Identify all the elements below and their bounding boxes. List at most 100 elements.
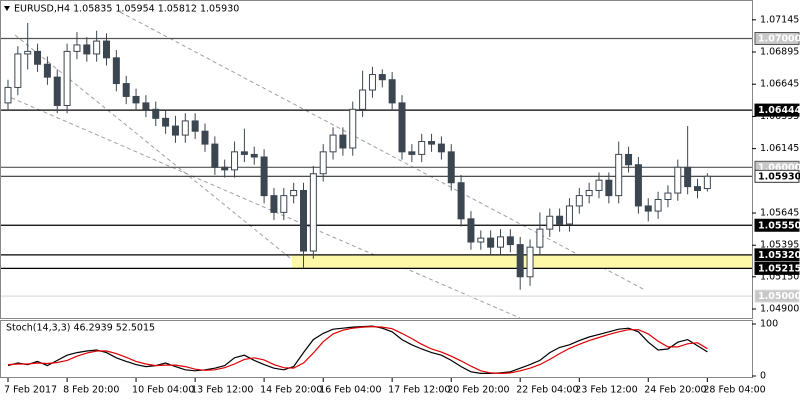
candle-body [546,215,554,230]
candle-body [339,134,347,149]
candle-body [162,117,170,127]
candle-body [24,50,32,55]
candle-body [575,195,583,207]
candle-body [625,153,633,166]
candle-body [270,195,278,213]
candle-body [536,228,544,248]
x-tick-label: 14 Feb 20:00 [260,385,322,396]
candle-body [300,189,307,252]
candle-body [585,189,593,197]
candle-body [428,141,436,145]
candle-body [477,237,485,243]
candle-body [418,141,426,155]
candle-body [467,218,475,243]
level-label-box [754,261,800,275]
candle-body [63,50,71,106]
candle-body [53,76,61,106]
channel-line [119,11,646,291]
trend-channel [4,11,646,319]
candle-body [290,189,298,197]
candle-body [447,151,455,184]
title-arrow [4,6,10,11]
price-panel [0,0,753,319]
y-tick-label: 0 [760,371,766,382]
candle-body [83,44,91,55]
candle-body [93,40,101,55]
x-tick-label: 20 Feb 20:00 [447,385,509,396]
candle-body [319,151,327,175]
candle-body [191,120,199,132]
chart-title: EURUSD,H4 1.05835 1.05954 1.05812 1.0593… [14,4,239,15]
x-tick-label: 7 Feb 2017 [4,385,57,396]
level-label: 1.06444 [758,105,800,116]
candle-body [526,246,534,278]
candle-body [240,151,248,155]
candle-body [152,108,160,119]
candle-body [605,179,613,197]
candle-body [112,57,120,85]
level-label-box [754,248,800,262]
candle-body [378,74,386,81]
candle-body [73,44,81,52]
candle-body [122,83,130,97]
y-tick-label: 1.06895 [760,47,799,58]
stoch-title: Stoch(14,3,3) 46.2939 52.5015 [6,323,155,334]
level-label: 1.07000 [758,33,800,44]
candle-body [349,108,357,149]
candle-body [408,151,416,155]
candle-body [388,79,396,104]
level-label-box [754,218,800,232]
candle-body [14,53,22,88]
x-tick-label: 8 Feb 20:00 [63,385,119,396]
level-label-box [754,31,800,45]
candle-body [565,205,573,225]
level-label-box [754,289,800,303]
candle-body [181,120,189,136]
candle-body [201,130,209,145]
candle-body [103,40,110,59]
x-tick-label: 28 Feb 04:00 [703,385,765,396]
candle-body [260,156,268,197]
candle-body [142,102,150,110]
y-tick-label: 1.06145 [760,143,799,154]
level-label: 1.05320 [758,250,800,261]
candle-body [437,143,445,153]
level-label-box [754,103,800,117]
candle-body [664,192,672,200]
candle-body [694,186,701,191]
level-label-box [754,169,800,183]
candle-body [309,173,317,252]
x-tick-label: 17 Feb 12:00 [388,385,450,396]
candle-body [654,198,662,212]
y-tick-label: 1.04900 [760,303,799,314]
level-label: 1.05215 [758,263,800,274]
candle-body [516,244,524,278]
candle-body [368,74,376,91]
candle-body [34,50,42,65]
x-tick-label: 23 Feb 12:00 [575,385,637,396]
candle-body [280,195,288,213]
candle-body [497,236,504,248]
stoch-line [7,325,708,374]
candle-body [132,95,140,104]
stoch-line [7,325,708,375]
candle-body [171,125,179,136]
y-tick-label: 1.05150 [760,271,799,282]
y-tick-label: 1.06645 [760,79,799,90]
candle-body [211,143,219,168]
x-tick-label: 24 Feb 20:00 [644,385,706,396]
level-label: 1.05550 [758,220,800,231]
candle-body [487,237,495,248]
x-tick-label: 16 Feb 04:00 [319,385,381,396]
candle-body [329,134,337,153]
x-tick-label: 10 Feb 04:00 [132,385,194,396]
y-tick-label: 1.05645 [760,208,799,219]
candle-body [674,166,682,194]
y-tick-label: 1.05395 [760,240,799,251]
candle-body [457,182,465,220]
y-tick-label: 100 [760,319,778,330]
candle-body [221,166,229,171]
x-tick-label: 13 Feb 12:00 [191,385,253,396]
candle-body [231,151,239,171]
candle-body [556,215,564,225]
